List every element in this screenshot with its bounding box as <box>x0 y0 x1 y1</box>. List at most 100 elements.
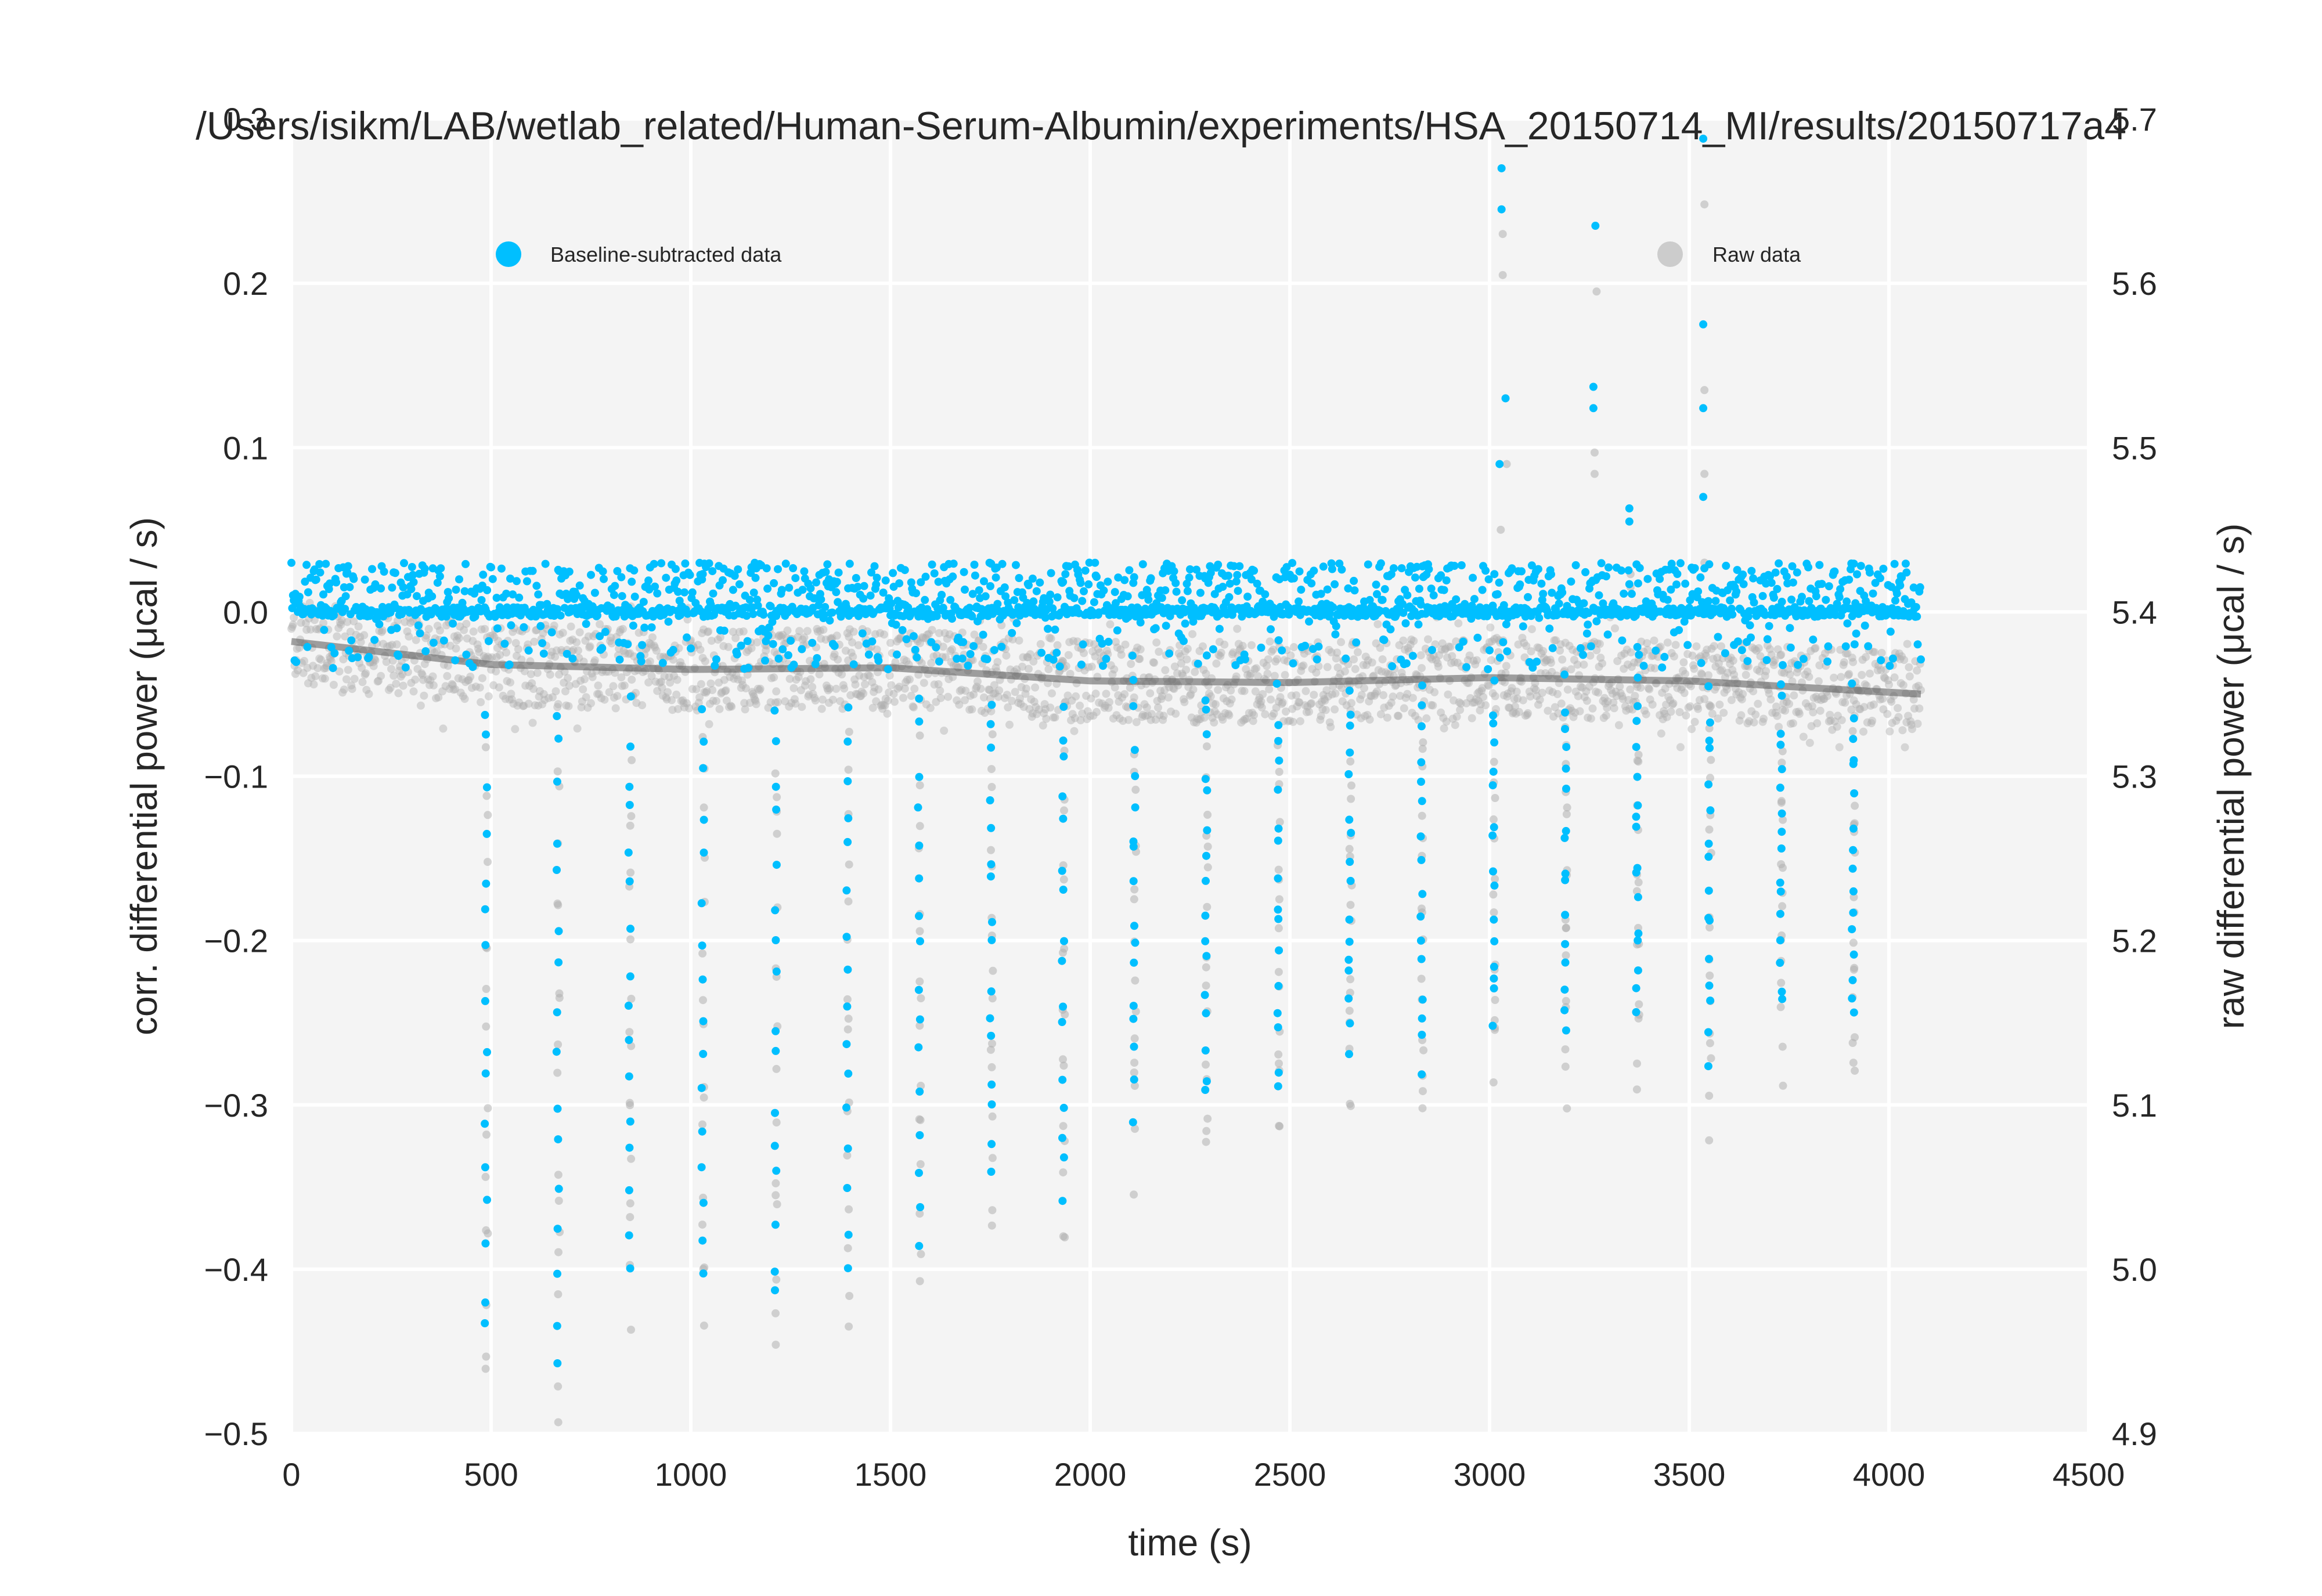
corrected-point <box>1793 568 1801 577</box>
raw-point <box>1688 651 1697 660</box>
raw-peak-point <box>481 1172 490 1181</box>
corrected-peak-point <box>916 937 924 945</box>
raw-point <box>939 642 947 651</box>
corrected-point <box>1402 659 1411 668</box>
corrected-point <box>762 564 771 573</box>
corrected-peak-point <box>915 1241 924 1250</box>
raw-point <box>806 675 815 684</box>
corrected-point <box>1110 588 1119 597</box>
raw-peak-point <box>845 1292 854 1300</box>
raw-point <box>920 678 928 687</box>
raw-peak-point <box>1779 1081 1787 1090</box>
raw-point <box>1899 681 1908 689</box>
corrected-peak-point <box>1345 937 1354 946</box>
raw-point <box>1088 647 1097 656</box>
raw-point <box>585 643 594 652</box>
corrected-point <box>536 622 545 630</box>
raw-point <box>1080 649 1088 658</box>
corrected-point <box>1257 644 1265 652</box>
raw-point <box>1750 645 1759 653</box>
corrected-point <box>1620 589 1628 598</box>
raw-point <box>515 698 524 707</box>
corrected-point <box>904 603 913 612</box>
raw-point <box>566 637 575 645</box>
corrected-point <box>1388 662 1397 670</box>
raw-point <box>834 655 842 664</box>
raw-point <box>1554 709 1563 718</box>
raw-point <box>462 620 471 628</box>
raw-point <box>688 685 697 694</box>
raw-point <box>1534 700 1542 709</box>
raw-point <box>539 629 547 637</box>
raw-point <box>1514 640 1523 649</box>
raw-point <box>574 646 582 655</box>
raw-point <box>1510 695 1519 703</box>
raw-peak-point <box>698 949 707 958</box>
corrected-point <box>1399 609 1408 618</box>
raw-point <box>696 645 705 654</box>
corrected-point <box>1485 646 1494 655</box>
raw-point <box>469 627 478 636</box>
raw-point <box>1735 716 1744 725</box>
raw-point <box>1624 696 1633 705</box>
raw-point <box>751 695 759 704</box>
raw-point <box>1569 645 1577 654</box>
raw-point <box>1724 669 1732 677</box>
raw-point <box>320 674 329 683</box>
raw-point <box>1484 681 1492 689</box>
raw-point <box>821 635 830 644</box>
raw-point <box>853 690 862 699</box>
raw-point <box>961 687 970 695</box>
y2-tick-label: 5.2 <box>2112 923 2157 959</box>
raw-point <box>1174 649 1183 658</box>
raw-point <box>1015 694 1024 703</box>
corrected-point <box>1711 597 1720 605</box>
raw-point <box>1130 693 1138 702</box>
corrected-peak-point <box>1202 851 1210 860</box>
raw-point <box>1841 649 1850 658</box>
corrected-point <box>1916 583 1924 591</box>
corrected-point <box>671 565 680 573</box>
raw-point <box>1912 683 1920 691</box>
raw-peak-point <box>844 765 853 774</box>
raw-point <box>679 699 688 707</box>
raw-point <box>1777 651 1786 659</box>
corrected-point <box>304 588 312 597</box>
raw-spike-point <box>1590 448 1599 457</box>
raw-point <box>1792 707 1801 716</box>
corrected-point <box>647 623 656 631</box>
raw-point <box>774 698 782 706</box>
raw-peak-point <box>1419 1087 1427 1096</box>
corrected-point <box>1186 565 1194 573</box>
raw-peak-point <box>988 1112 997 1121</box>
corrected-point <box>743 637 752 645</box>
raw-point <box>1438 639 1447 648</box>
raw-point <box>664 688 672 696</box>
raw-point <box>456 688 465 697</box>
raw-spike-point <box>1700 200 1709 209</box>
corrected-point <box>392 624 401 633</box>
corrected-peak-point <box>1129 676 1138 684</box>
raw-point <box>955 700 964 709</box>
corrected-point <box>1869 589 1877 598</box>
raw-point <box>1373 687 1381 696</box>
raw-point <box>1714 659 1723 668</box>
raw-peak-point <box>1707 1054 1715 1063</box>
raw-point <box>1750 718 1758 727</box>
corrected-point <box>1234 587 1242 595</box>
raw-point <box>1437 708 1445 717</box>
raw-point <box>484 652 492 661</box>
corrected-point <box>810 594 819 602</box>
corrected-peak-point <box>481 710 489 719</box>
corrected-point <box>1352 638 1361 647</box>
raw-point <box>1029 657 1038 666</box>
corrected-point <box>1728 610 1737 619</box>
corrected-peak-point <box>1274 1068 1283 1077</box>
raw-point <box>1600 694 1609 702</box>
corrected-peak-point <box>1130 746 1139 754</box>
raw-point <box>511 639 520 648</box>
raw-point <box>1858 671 1866 679</box>
raw-point <box>719 642 728 651</box>
raw-point <box>830 652 838 661</box>
corrected-point <box>1070 594 1079 602</box>
